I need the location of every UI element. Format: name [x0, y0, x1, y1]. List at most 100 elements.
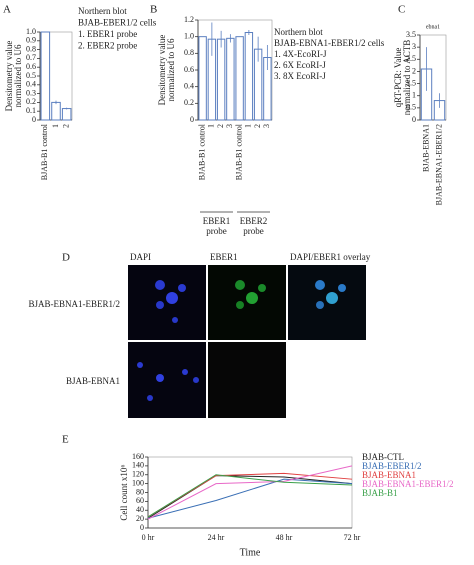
x-tick-label: 2 — [253, 124, 262, 128]
series-line — [147, 478, 353, 519]
plot-frame — [197, 19, 273, 121]
plot-frame — [419, 34, 447, 121]
legend-text: 1. EBER1 probe — [78, 29, 137, 39]
series-line — [147, 475, 353, 519]
y-tick-label: 1.0 — [184, 31, 194, 40]
y-tick-label: 0.4 — [26, 80, 36, 89]
panel-letter: A — [3, 4, 11, 16]
row-label: BJAB-EBNA1-EBER1/2 — [28, 299, 120, 309]
y-axis-label: normalized to U6 — [13, 44, 23, 107]
legend-text: BJAB-EBNA1 — [362, 470, 416, 480]
y-tick-label: 2.5 — [406, 54, 416, 63]
bar — [61, 108, 72, 121]
y-axis-label: Densitometry value — [157, 35, 167, 106]
y-tick-label: 0.3 — [26, 88, 36, 97]
x-tick-label: 2 — [216, 124, 225, 128]
eber1-image — [208, 342, 286, 418]
overlay-image — [288, 265, 366, 340]
panel-letter: E — [62, 434, 69, 446]
y-tick-label: 3 — [412, 42, 416, 51]
panel-letter: D — [62, 252, 70, 264]
x-tick-label: 1 — [207, 124, 216, 128]
y-tick-label: 0.8 — [26, 44, 36, 53]
x-tick-label: 0 hr — [142, 533, 155, 542]
plot-frame — [39, 31, 73, 121]
y-tick-label: 3.5 — [406, 30, 416, 39]
panel-letter: B — [150, 4, 157, 16]
y-tick-label: 0 — [32, 115, 36, 124]
y-tick-label: 60 — [136, 496, 144, 505]
y-tick-label: 0.8 — [184, 48, 194, 57]
dapi-image — [128, 265, 206, 340]
legend-text: 1. 4X-EcoRI-J — [274, 49, 327, 59]
legend-text: BJAB-EBER1/2 — [362, 461, 422, 471]
group-label: probe — [206, 226, 227, 236]
y-axis-label: normalized to U6 — [166, 38, 176, 101]
y-tick-label: 120 — [132, 470, 144, 479]
y-tick-label: 0.5 — [26, 71, 36, 80]
y-tick-label: 0.4 — [184, 81, 194, 90]
legend-text: 2. EBER2 probe — [78, 41, 137, 51]
y-tick-label: 1.2 — [184, 15, 194, 24]
panel-letter: C — [398, 4, 405, 16]
y-tick-label: 0 — [412, 115, 416, 124]
column-label: DAPI — [130, 252, 151, 262]
y-tick-label: 160 — [132, 452, 144, 461]
bar — [244, 32, 254, 121]
x-tick-label: BJAB-B1 control — [197, 123, 206, 180]
x-tick-label: BJAB-B1 control — [234, 123, 243, 180]
y-tick-label: 0.2 — [184, 98, 194, 107]
legend-text: BJAB-EBNA1-EBER1/2 — [362, 479, 454, 489]
x-tick-label: BJAB-B1 control — [40, 123, 49, 180]
column-label: DAPI/EBER1 overlay — [290, 252, 371, 262]
legend-text: Northern blot — [274, 27, 323, 37]
bar — [235, 36, 244, 121]
y-axis-label: Cell count x10⁶ — [119, 464, 129, 520]
x-tick-label: 72 hr — [344, 533, 361, 542]
y-tick-label: 80 — [136, 487, 144, 496]
series-line — [147, 474, 353, 518]
x-tick-label: 2 — [61, 124, 70, 128]
y-tick-label: 0.6 — [184, 65, 194, 74]
y-tick-label: 0.5 — [406, 103, 416, 112]
y-tick-label: 2 — [412, 66, 416, 75]
y-axis-label: Densitometry value — [4, 41, 14, 112]
y-tick-label: 0.7 — [26, 53, 36, 62]
x-tick-label: 24 hr — [208, 533, 225, 542]
x-tick-label: 48 hr — [276, 533, 293, 542]
y-tick-label: 1.5 — [406, 78, 416, 87]
x-tick-label: 1 — [244, 124, 253, 128]
legend-text: 3. 8X EcoRI-J — [274, 71, 326, 81]
group-label: EBER1 — [203, 216, 231, 226]
bar — [40, 31, 51, 121]
x-tick-label: 3 — [225, 124, 234, 128]
y-axis-label: normalized to ACTB — [402, 40, 412, 116]
y-tick-label: 1.0 — [26, 27, 36, 36]
legend-text: Northern blot — [78, 6, 127, 16]
y-tick-label: 20 — [136, 514, 144, 523]
group-label: probe — [243, 226, 264, 236]
legend-text: BJAB-EBER1/2 cells — [78, 18, 157, 28]
y-tick-label: 100 — [132, 478, 144, 487]
y-tick-label: 0 — [140, 523, 144, 532]
legend-text: BJAB-CTL — [362, 452, 404, 462]
y-tick-label: 0.2 — [26, 97, 36, 106]
bar — [198, 36, 207, 121]
x-tick-label: BJAB-EBNA1 — [421, 124, 430, 172]
legend-text: 2. 6X EcoRI-J — [274, 60, 326, 70]
y-tick-label: 40 — [136, 505, 144, 514]
y-tick-label: 0.9 — [26, 36, 36, 45]
legend-text: BJAB-EBNA1-EBER1/2 cells — [274, 38, 385, 48]
y-tick-label: 140 — [132, 461, 144, 470]
bar — [51, 101, 61, 121]
panel-d-images — [128, 265, 366, 418]
bar — [216, 38, 226, 121]
legend-text: BJAB-B1 — [362, 488, 398, 498]
x-axis-label: Time — [240, 547, 261, 558]
eber1-image — [208, 265, 286, 340]
column-label: EBER1 — [210, 252, 238, 262]
y-axis-label: qRT-PCR: Value — [393, 48, 403, 108]
series-line — [147, 465, 353, 520]
y-tick-label: 0.1 — [26, 106, 36, 115]
